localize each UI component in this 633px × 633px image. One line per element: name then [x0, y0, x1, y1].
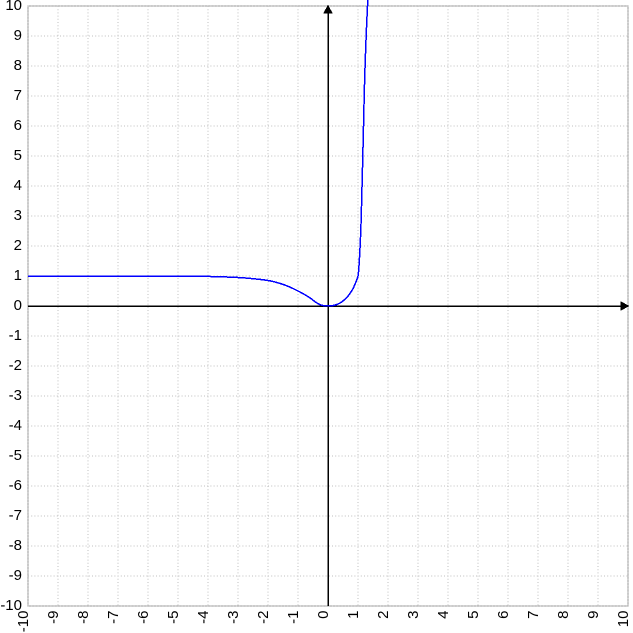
svg-text:-6: -6 — [9, 477, 22, 494]
svg-text:-2: -2 — [255, 611, 272, 624]
svg-text:0: 0 — [315, 611, 332, 619]
svg-text:-9: -9 — [45, 611, 62, 624]
svg-text:2: 2 — [375, 611, 392, 619]
svg-text:-4: -4 — [9, 417, 22, 434]
svg-text:-3: -3 — [9, 387, 22, 404]
svg-text:-1: -1 — [285, 611, 302, 624]
svg-text:4: 4 — [14, 177, 22, 194]
svg-text:-8: -8 — [75, 611, 92, 624]
svg-text:-6: -6 — [135, 611, 152, 624]
svg-text:10: 10 — [5, 0, 22, 14]
svg-text:-2: -2 — [9, 357, 22, 374]
svg-text:-7: -7 — [105, 611, 122, 624]
svg-text:-9: -9 — [9, 567, 22, 584]
svg-text:8: 8 — [555, 611, 572, 619]
svg-text:3: 3 — [14, 207, 22, 224]
svg-text:7: 7 — [525, 611, 542, 619]
svg-text:6: 6 — [14, 117, 22, 134]
svg-text:-3: -3 — [225, 611, 242, 624]
svg-text:-5: -5 — [165, 611, 182, 624]
svg-text:4: 4 — [435, 611, 452, 619]
svg-text:5: 5 — [465, 611, 482, 619]
svg-text:8: 8 — [14, 57, 22, 74]
svg-text:3: 3 — [405, 611, 422, 619]
svg-text:10: 10 — [615, 611, 632, 628]
svg-text:1: 1 — [345, 611, 362, 619]
svg-text:-7: -7 — [9, 507, 22, 524]
svg-text:-1: -1 — [9, 327, 22, 344]
svg-text:-10: -10 — [15, 611, 32, 633]
svg-text:9: 9 — [585, 611, 602, 619]
svg-text:-4: -4 — [195, 611, 212, 624]
svg-text:0: 0 — [14, 297, 22, 314]
svg-text:5: 5 — [14, 147, 22, 164]
svg-text:2: 2 — [14, 237, 22, 254]
svg-text:7: 7 — [14, 87, 22, 104]
svg-text:9: 9 — [14, 27, 22, 44]
svg-text:6: 6 — [495, 611, 512, 619]
svg-text:1: 1 — [14, 267, 22, 284]
svg-text:-5: -5 — [9, 447, 22, 464]
svg-text:-8: -8 — [9, 537, 22, 554]
